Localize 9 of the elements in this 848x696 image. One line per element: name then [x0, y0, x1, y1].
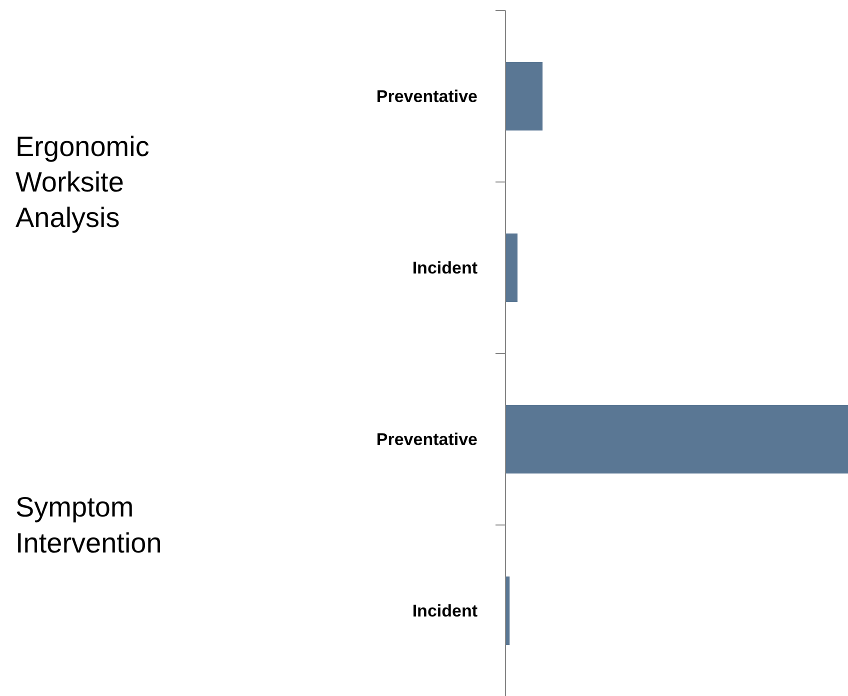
y-tick-label: Incident	[412, 258, 478, 278]
bar	[506, 404, 848, 474]
y-tick-label: Preventative	[376, 430, 478, 449]
y-tick-label: Incident	[412, 601, 478, 620]
y-tick-label: Preventative	[376, 86, 478, 106]
text: Ergonomic Worksite Analysis	[16, 130, 150, 234]
bar	[506, 62, 543, 131]
text: Symptom Intervention	[16, 492, 162, 558]
bar	[506, 233, 518, 302]
